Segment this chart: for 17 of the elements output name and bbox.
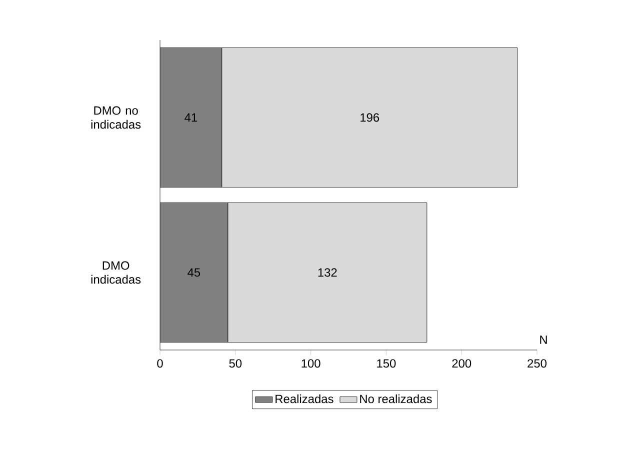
data-label: 45: [188, 268, 200, 277]
data-label: 196: [360, 113, 380, 122]
legend-label: Realizadas: [276, 394, 334, 404]
x-tick-label: 0: [157, 359, 163, 368]
y-tick-label: DMO no indicadas: [91, 106, 141, 129]
data-label: 132: [318, 268, 337, 277]
legend-label: No realizadas: [360, 394, 432, 404]
bar: [160, 202, 228, 342]
x-tick-label: 150: [377, 359, 396, 368]
data-label: 41: [184, 113, 197, 122]
x-tick-label: 200: [452, 359, 472, 368]
x-tick-label: 250: [528, 359, 547, 368]
bar: [160, 48, 222, 188]
x-tick-label: 100: [302, 359, 320, 368]
x-axis-title: N: [540, 336, 547, 344]
y-tick-label: DMO indicadas: [91, 261, 141, 284]
x-tick-label: 50: [229, 359, 242, 368]
